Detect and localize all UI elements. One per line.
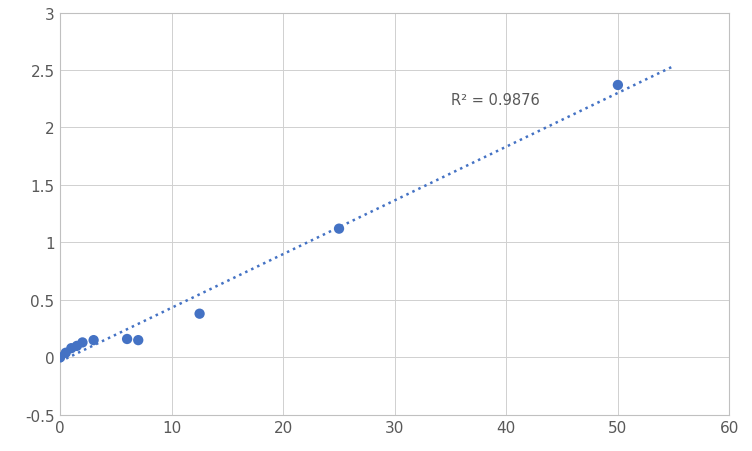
Point (132, 337, 144, 344)
Point (54, 354, 66, 361)
Point (87, 337, 99, 344)
Point (59, 350, 71, 357)
Point (193, 310, 205, 318)
Point (77, 339, 89, 346)
Point (333, 226, 345, 233)
Text: R² = 0.9876: R² = 0.9876 (450, 92, 539, 108)
Point (612, 82, 624, 89)
Point (71, 342, 83, 350)
Point (121, 336, 133, 343)
Point (65, 345, 77, 352)
